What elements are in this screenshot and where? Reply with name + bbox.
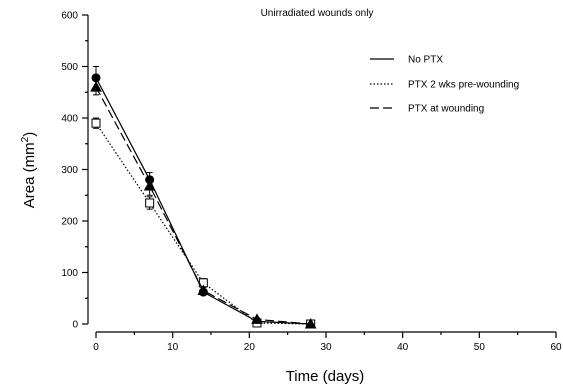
legend-label: PTX at wounding	[408, 104, 484, 115]
data-point-triangle	[90, 81, 102, 92]
data-point-triangle	[197, 284, 210, 296]
y-axis-label-end: )	[21, 132, 38, 137]
x-tick-label: 60	[550, 342, 562, 353]
y-axis-label-main: Area (mm	[21, 142, 38, 208]
y-tick-label: 300	[61, 165, 78, 176]
legend-label: PTX 2 wks pre-wounding	[408, 80, 519, 91]
x-tick-label: 50	[474, 342, 486, 353]
axes: 0 100 200 300 400 500 600 0 10 20 30 40 50 60	[61, 11, 562, 354]
data-point-square	[145, 198, 155, 208]
x-tick-label: 10	[167, 342, 179, 353]
chart-title: Unirradiated wounds only	[261, 8, 374, 19]
y-tick-label: 200	[61, 217, 78, 228]
x-tick-label: 20	[244, 342, 256, 353]
series-layer	[90, 66, 317, 329]
data-point-triangle	[304, 317, 317, 329]
series-line	[95, 122, 311, 325]
series-3	[90, 78, 317, 329]
y-axis-label: Area (mm2)	[20, 132, 38, 208]
legend-label: No PTX	[408, 55, 443, 66]
y-tick-label: 600	[61, 11, 78, 22]
x-tick-label: 40	[397, 342, 409, 353]
y-tick-label: 400	[61, 114, 78, 125]
x-axis-label: Time (days)	[286, 368, 365, 385]
x-tick-label: 0	[93, 342, 99, 353]
y-tick-label: 0	[72, 320, 78, 331]
data-point-triangle	[251, 313, 263, 324]
y-axis-label-sup: 2	[20, 136, 31, 142]
data-point-square	[91, 118, 101, 128]
y-tick-label: 500	[61, 62, 78, 73]
legend: No PTX PTX 2 wks pre-wounding PTX at wound…	[370, 55, 519, 115]
data-point-triangle	[143, 179, 156, 191]
x-tick-label: 30	[320, 342, 332, 353]
y-tick-label: 100	[61, 268, 78, 279]
